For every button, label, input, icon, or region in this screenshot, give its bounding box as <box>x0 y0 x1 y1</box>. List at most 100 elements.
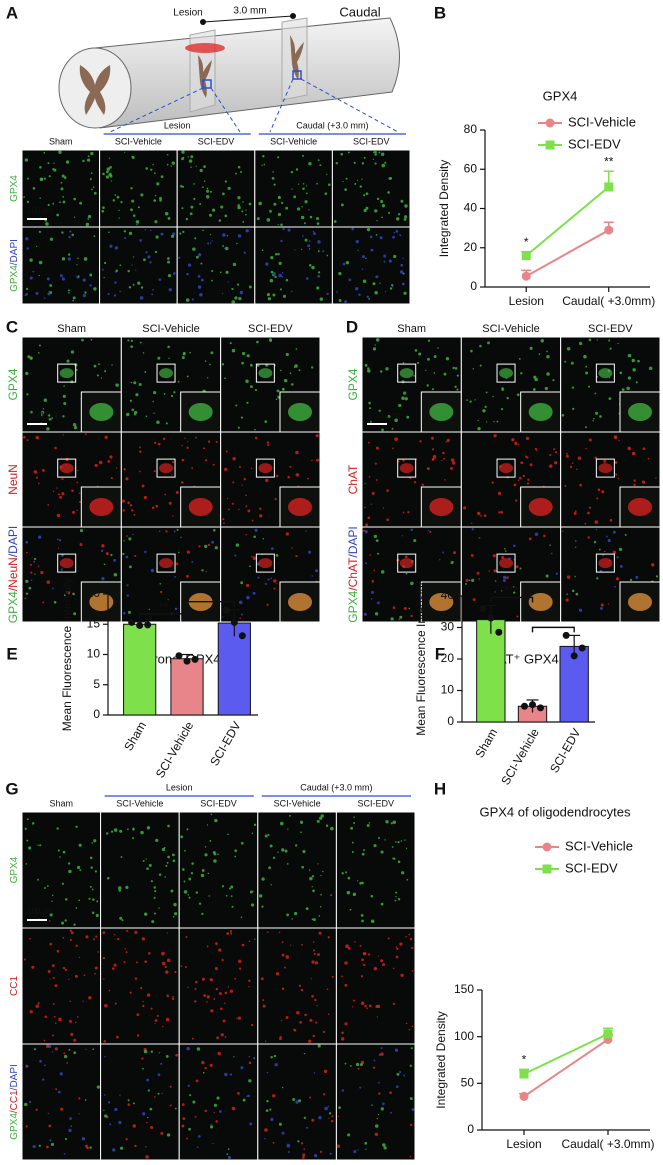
signal-dot <box>181 356 185 360</box>
signal-dot <box>130 187 133 190</box>
signal-dot <box>426 467 430 471</box>
signal-dot <box>299 1021 302 1024</box>
signal-dot <box>304 238 308 242</box>
signal-dot <box>289 372 292 375</box>
signal-dot <box>47 292 51 296</box>
signal-dot <box>215 440 218 443</box>
signal-dot <box>246 401 249 404</box>
signal-dot <box>381 428 384 432</box>
y-axis-label: Integrated Density <box>437 160 451 257</box>
signal-dot <box>384 290 387 293</box>
signal-dot <box>413 375 415 377</box>
signal-dot <box>222 1019 226 1023</box>
signal-dot <box>308 240 311 243</box>
signal-dot <box>173 391 176 394</box>
signal-dot <box>51 1051 54 1053</box>
column-header: SCI-EDV <box>357 798 394 808</box>
signal-dot <box>70 350 75 354</box>
signal-dot <box>297 1140 300 1143</box>
signal-dot <box>279 821 284 826</box>
signal-dot <box>120 201 123 204</box>
signal-dot <box>375 539 379 543</box>
signal-dot <box>103 1109 105 1111</box>
signal-dot <box>54 1022 57 1025</box>
signal-dot <box>23 435 26 439</box>
signal-dot <box>373 534 378 539</box>
signal-dot <box>157 1092 160 1095</box>
signal-dot <box>133 413 136 416</box>
signal-dot <box>439 559 441 561</box>
signal-dot <box>515 499 518 502</box>
signal-dot <box>397 897 401 901</box>
signal-dot <box>245 379 249 384</box>
signal-dot <box>506 396 509 400</box>
signal-dot <box>629 578 633 582</box>
signal-dot <box>172 995 174 998</box>
signal-dot <box>466 399 468 402</box>
x-tick-label: Lesion <box>506 1137 541 1151</box>
signal-dot <box>366 295 369 299</box>
signal-dot <box>372 347 377 351</box>
micrograph <box>21 811 102 929</box>
signal-dot <box>363 612 367 616</box>
signal-dot <box>431 388 435 391</box>
signal-dot <box>624 533 627 536</box>
signal-dot <box>67 289 71 292</box>
signal-dot <box>206 995 210 999</box>
signal-dot <box>127 501 130 505</box>
signal-dot <box>491 481 494 484</box>
signal-dot <box>316 222 320 225</box>
signal-dot <box>33 560 36 563</box>
signal-dot <box>166 861 169 864</box>
roi-box <box>156 458 176 478</box>
signal-dot <box>346 890 351 895</box>
signal-dot <box>477 511 481 516</box>
signal-dot <box>348 151 350 154</box>
signal-dot <box>251 555 253 558</box>
signal-dot <box>259 514 263 518</box>
signal-dot <box>191 1037 194 1040</box>
signal-dot <box>267 833 270 836</box>
signal-dot <box>552 379 555 382</box>
signal-dot <box>296 1010 300 1015</box>
signal-dot <box>569 465 573 469</box>
signal-dot <box>47 1112 49 1115</box>
signal-dot <box>245 533 247 536</box>
signal-dot <box>132 827 135 830</box>
row-label: GPX4/NeuN/DAPI <box>6 526 20 623</box>
signal-dot <box>501 590 503 592</box>
signal-dot <box>32 1144 36 1149</box>
signal-dot <box>26 393 29 396</box>
signal-dot <box>317 250 320 252</box>
signal-dot <box>269 844 273 848</box>
signal-dot <box>249 890 253 894</box>
signal-dot <box>227 1155 232 1160</box>
signal-dot <box>633 483 636 487</box>
signal-dot <box>79 528 84 533</box>
signal-dot <box>209 233 212 236</box>
signal-dot <box>227 833 229 836</box>
signal-dot <box>344 983 348 987</box>
signal-dot <box>383 1146 387 1150</box>
data-point <box>604 225 614 235</box>
signal-dot <box>406 415 410 419</box>
distance-end <box>290 13 296 19</box>
signal-dot <box>442 551 445 554</box>
signal-dot <box>301 235 304 237</box>
signal-dot <box>351 227 354 231</box>
signal-dot <box>88 996 92 1000</box>
grey-matter <box>290 35 304 80</box>
signal-dot <box>82 293 87 298</box>
signal-dot <box>380 959 384 963</box>
signal-dot <box>411 1025 414 1028</box>
signal-dot <box>204 846 207 848</box>
signal-dot <box>48 290 50 293</box>
signal-dot <box>85 1144 88 1148</box>
signal-dot <box>272 293 276 297</box>
signal-dot <box>224 1036 227 1038</box>
signal-dot <box>344 300 348 304</box>
signal-dot <box>395 1085 399 1089</box>
signal-dot <box>203 165 206 168</box>
signal-dot <box>596 339 598 341</box>
signal-dot <box>213 998 216 1000</box>
